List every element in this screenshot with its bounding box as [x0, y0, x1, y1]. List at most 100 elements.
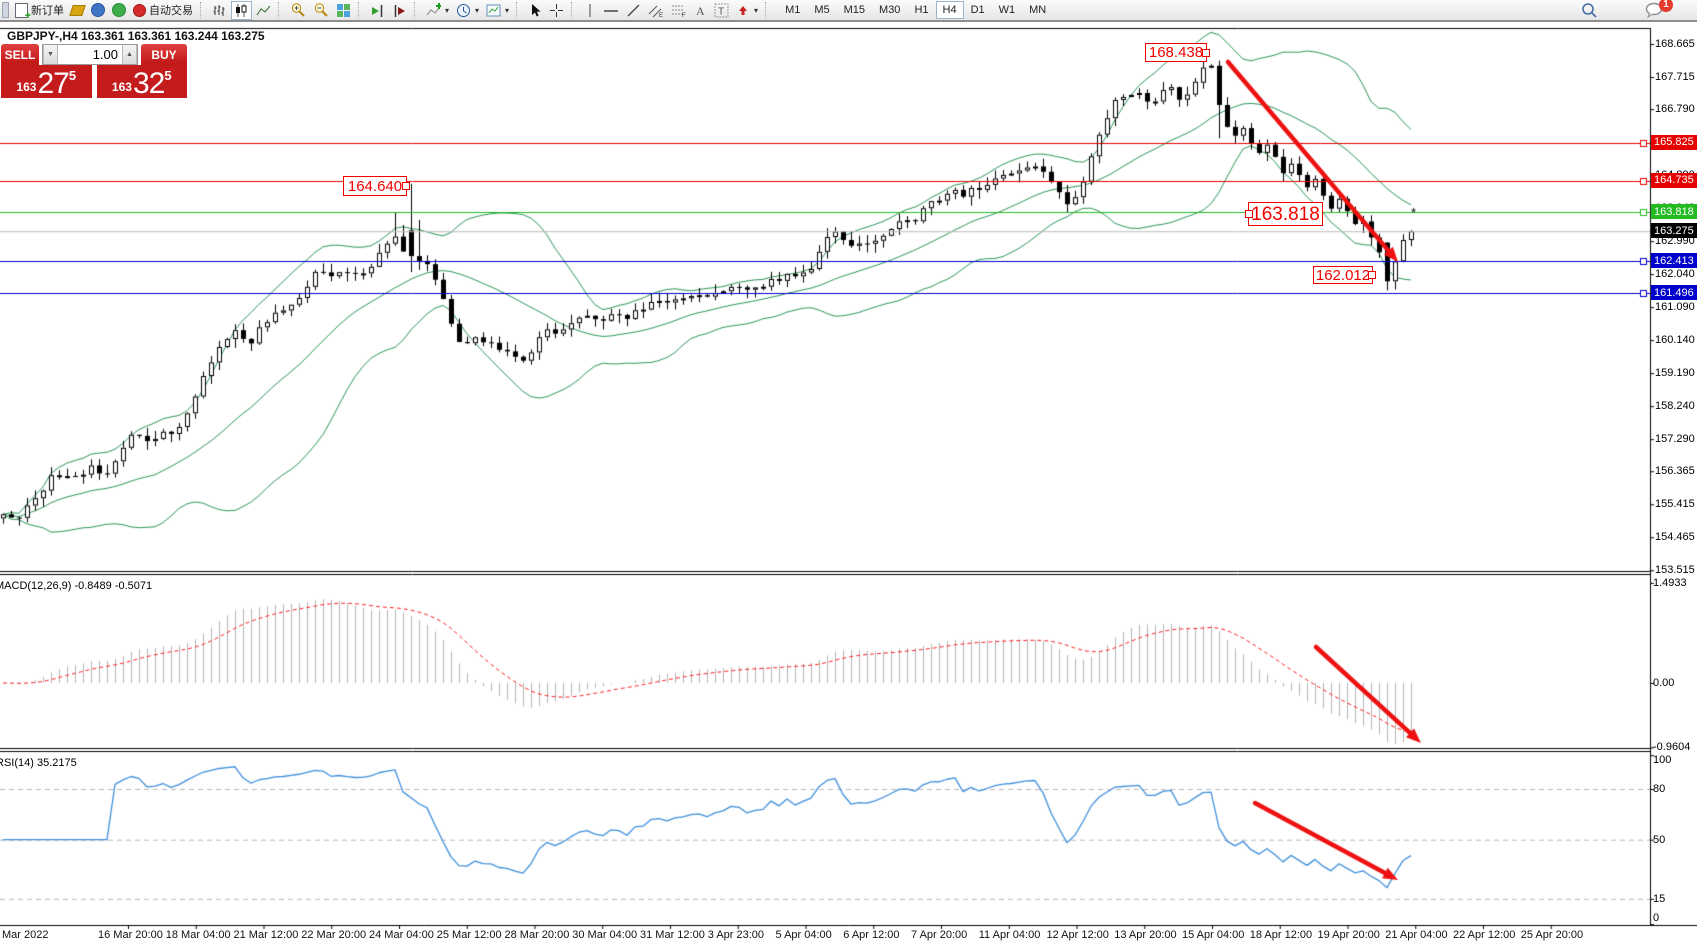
- macd-tick-label: -0.9604: [1653, 741, 1691, 754]
- crosshair-button[interactable]: [546, 1, 567, 20]
- clipped-icon: [2, 2, 9, 18]
- annotation-handle[interactable]: [1368, 271, 1376, 279]
- text-tool[interactable]: A: [691, 1, 710, 20]
- time-tick-label: 6 Apr 12:00: [843, 929, 900, 941]
- tile-windows-button[interactable]: [333, 1, 354, 20]
- vertical-line-icon: [589, 3, 591, 17]
- price-tick-label: 156.365: [1655, 465, 1695, 478]
- search-button[interactable]: [1578, 1, 1601, 20]
- indicators-button[interactable]: ▾: [423, 1, 452, 20]
- timeframe-w1[interactable]: W1: [998, 4, 1016, 16]
- time-tick-label: 28 Mar 20:00: [504, 929, 570, 941]
- timeframe-mn[interactable]: MN: [1029, 4, 1047, 16]
- volume-increase-button[interactable]: ▲: [122, 45, 137, 64]
- equidistant-channel-tool[interactable]: E: [645, 1, 667, 20]
- volume-input[interactable]: 1.00: [92, 47, 118, 62]
- text-label-tool[interactable]: T: [711, 1, 732, 20]
- trendline-tool[interactable]: [623, 1, 644, 20]
- arrows-tool[interactable]: ▾: [733, 1, 761, 20]
- timeframe-d1[interactable]: D1: [970, 4, 985, 16]
- sell-price-big: 27: [37, 67, 69, 100]
- timeframe-m30[interactable]: M30: [879, 4, 901, 16]
- time-tick-label: 22 Apr 12:00: [1453, 929, 1516, 941]
- periods-icon: [457, 3, 471, 17]
- time-tick-label: 19 Apr 20:00: [1317, 929, 1380, 941]
- market-button[interactable]: [88, 1, 108, 20]
- market-icon: [91, 3, 105, 17]
- buy-price-big: 32: [132, 67, 165, 100]
- price-tick-label: 153.515: [1655, 564, 1695, 577]
- sell-price-display[interactable]: 163 27 5: [1, 65, 92, 100]
- fibonacci-tool[interactable]: F: [668, 1, 690, 20]
- signals-button[interactable]: [109, 1, 129, 20]
- time-tick-label: 31 Mar 12:00: [640, 929, 705, 941]
- price-annotation[interactable]: 162.012: [1313, 266, 1376, 284]
- bar-chart-button[interactable]: [209, 1, 230, 20]
- toolbar-separator: [414, 2, 419, 18]
- rsi-label: RSI(14) 35.2175: [0, 757, 77, 769]
- timeframe-m1[interactable]: M1: [785, 4, 801, 16]
- tile-windows-icon: [337, 3, 350, 17]
- buy-button[interactable]: BUY: [141, 44, 187, 65]
- vertical-line-tool[interactable]: [580, 1, 599, 20]
- price-tick-label: 168.665: [1655, 38, 1695, 50]
- auto-scroll-icon: [372, 4, 383, 17]
- styler-button[interactable]: [68, 1, 87, 20]
- timeframe-h4[interactable]: H4: [935, 1, 964, 19]
- annotation-handle[interactable]: [1202, 48, 1210, 57]
- zoom-in-button[interactable]: [287, 1, 309, 20]
- candlestick-chart-icon: [236, 3, 247, 17]
- price-annotation[interactable]: 168.438: [1145, 43, 1210, 62]
- notifications-button[interactable]: 1: [1642, 0, 1673, 20]
- annotation-handle[interactable]: [402, 182, 410, 190]
- equidistant-channel-icon: E: [648, 5, 663, 18]
- time-tick-label: 21 Apr 04:00: [1385, 929, 1448, 941]
- horizontal-line-tool[interactable]: [600, 1, 622, 20]
- auto-scroll-button[interactable]: [367, 1, 388, 20]
- sell-button[interactable]: SELL: [1, 44, 39, 65]
- autotrade-button[interactable]: 自动交易: [130, 1, 196, 20]
- price-tick-label: 159.190: [1655, 367, 1695, 380]
- timeframe-h1[interactable]: H1: [914, 4, 929, 16]
- price-annotation[interactable]: 164.640: [343, 176, 410, 196]
- rsi-tick-label: 50: [1653, 833, 1666, 846]
- time-tick-label: 18 Apr 12:00: [1249, 929, 1313, 941]
- chart-shift-button[interactable]: [389, 1, 410, 20]
- time-tick-label: 5 Apr 04:00: [775, 929, 832, 941]
- volume-stepper: ▼ 1.00 ▲: [42, 44, 138, 65]
- time-tick-label: 25 Mar 12:00: [436, 929, 502, 941]
- price-level-badge: 164.735: [1651, 172, 1697, 188]
- candlestick-chart-button[interactable]: [231, 0, 252, 20]
- svg-text:A: A: [696, 4, 705, 18]
- periods-button[interactable]: ▾: [453, 1, 482, 20]
- text-icon: A: [696, 4, 705, 18]
- price-tick-label: 167.715: [1655, 70, 1695, 83]
- price-annotation[interactable]: 163.818: [1245, 202, 1323, 226]
- volume-decrease-button[interactable]: ▼: [43, 45, 58, 64]
- templates-button[interactable]: ▾: [483, 1, 512, 20]
- line-chart-button[interactable]: [253, 1, 274, 20]
- timeframe-m15[interactable]: M15: [843, 4, 866, 16]
- sell-price-prefix: 163: [16, 80, 37, 94]
- cursor-button[interactable]: [525, 1, 545, 20]
- chart-shift-icon: [394, 4, 405, 17]
- one-click-trade-panel: SELL ▼ 1.00 ▲ BUY 163 27 5 163 32 5: [1, 44, 187, 100]
- toolbar-separator: [278, 2, 283, 18]
- new-order-button[interactable]: 新订单: [12, 1, 67, 22]
- macd-tick-label: 1.4933: [1653, 576, 1687, 589]
- annotation-handle[interactable]: [1245, 210, 1253, 218]
- dropdown-caret-icon: ▾: [445, 5, 450, 15]
- zoom-out-button[interactable]: [310, 1, 332, 20]
- symbol-ohlc-bar: GBPJPY-,H4 163.361 163.361 163.244 163.2…: [7, 29, 265, 43]
- toolbar-separator: [765, 2, 770, 18]
- time-tick-label: Mar 2022: [2, 929, 49, 941]
- time-tick-label: 7 Apr 20:00: [911, 929, 968, 941]
- buy-price-display[interactable]: 163 32 5: [96, 65, 187, 100]
- price-level-badge: 161.496: [1651, 285, 1697, 301]
- timeframe-m5[interactable]: M5: [814, 4, 830, 16]
- price-tick-label: 162.040: [1655, 268, 1695, 281]
- crosshair-icon: [550, 3, 564, 17]
- fibonacci-icon: F: [672, 5, 686, 18]
- time-tick-label: 25 Apr 20:00: [1520, 929, 1584, 941]
